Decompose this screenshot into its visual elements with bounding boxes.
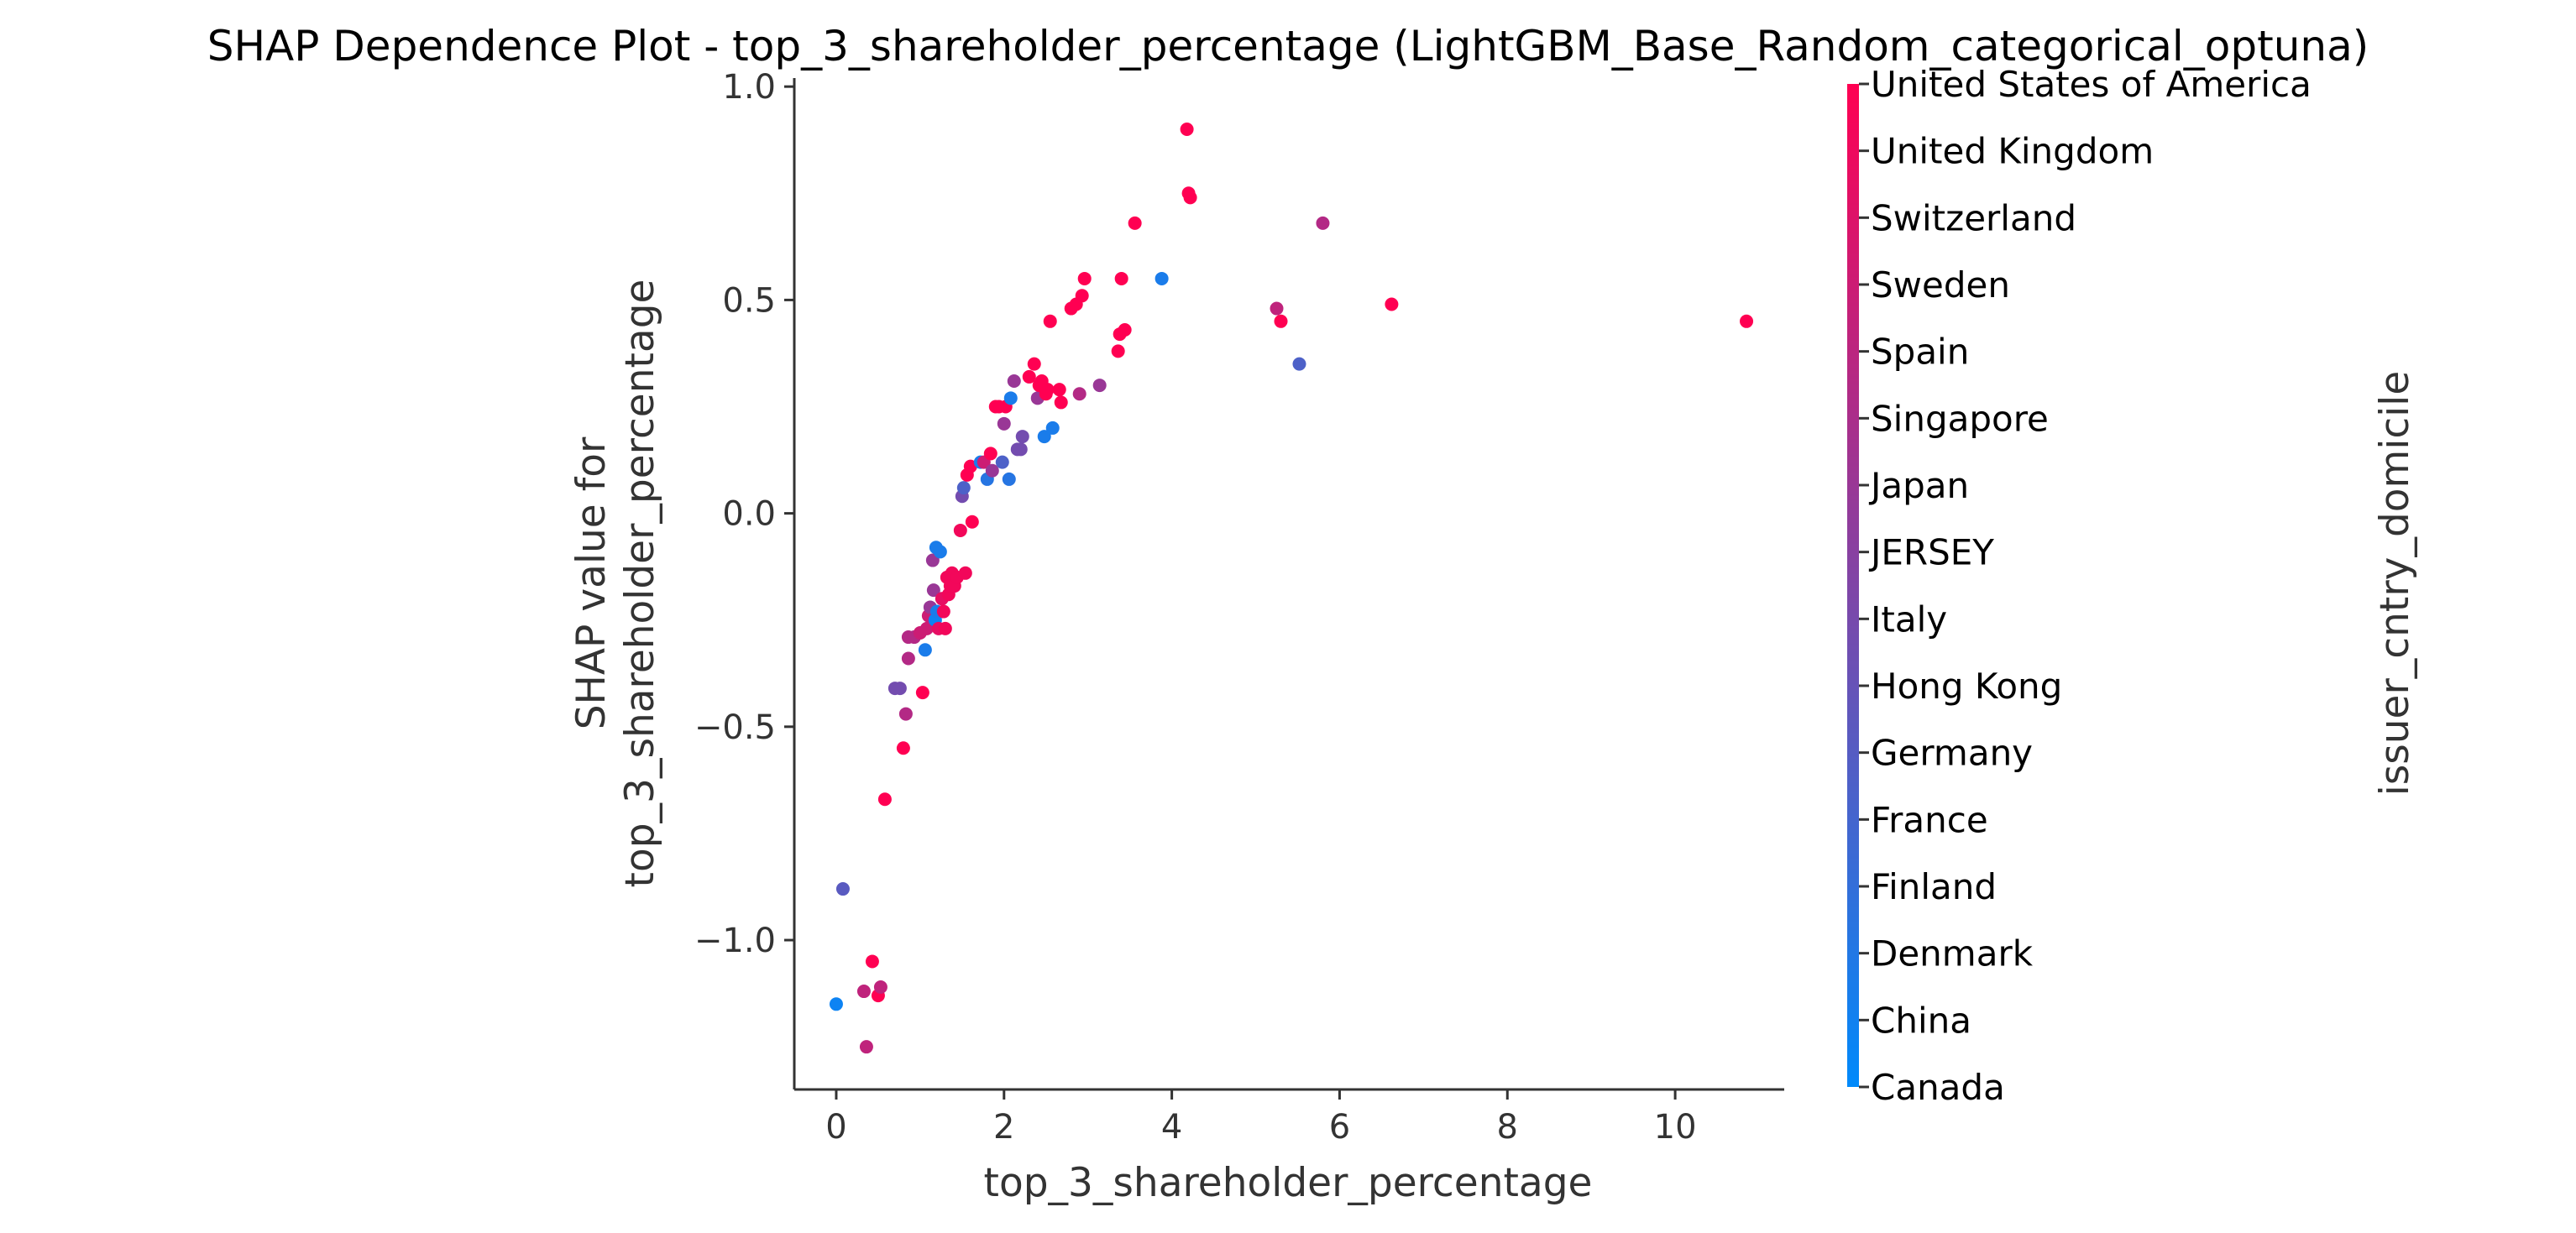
- colorbar-category-label: Sweden: [1871, 264, 2010, 306]
- scatter-point: [873, 980, 887, 994]
- scatter-point: [997, 416, 1011, 431]
- x-tick-label: 0: [825, 1108, 846, 1147]
- y-tick-label: 0.5: [722, 281, 776, 320]
- scatter-point: [1385, 297, 1399, 311]
- scatter-point: [995, 455, 1009, 469]
- scatter-point: [1270, 301, 1284, 316]
- scatter-point: [1040, 383, 1055, 397]
- scatter-point: [1043, 314, 1057, 328]
- y-tick-label: −1.0: [694, 922, 776, 960]
- scatter-point: [1022, 369, 1036, 384]
- x-axis-label: top_3_shareholder_percentage: [984, 1160, 1593, 1206]
- scatter-point: [1003, 391, 1018, 405]
- scatter-point: [938, 621, 952, 635]
- x-tick-label: 4: [1161, 1108, 1182, 1147]
- y-tick-label: 1.0: [722, 68, 776, 107]
- colorbar-category-label: United States of America: [1871, 64, 2312, 105]
- scatter-point: [1180, 123, 1194, 137]
- scatter-point: [865, 954, 879, 969]
- scatter-point: [1015, 430, 1029, 444]
- scatter-point: [1118, 322, 1132, 337]
- scatter-point: [1111, 344, 1125, 358]
- colorbar-category-label: Italy: [1871, 598, 1947, 640]
- colorbar-category-label: Singapore: [1871, 398, 2049, 439]
- scatter-point: [896, 741, 910, 755]
- y-axis-label-line2: top_3_shareholder_percentage: [617, 280, 663, 888]
- scatter-point: [901, 651, 915, 666]
- colorbar: Canada China Denmark Finland France Germany Ho…: [1847, 64, 2312, 1108]
- scatter-point: [1114, 271, 1128, 285]
- colorbar-ticks: Canada China Denmark Finland France Germany Ho…: [1859, 64, 2312, 1108]
- scatter-point: [1013, 442, 1028, 457]
- scatter-point: [877, 792, 892, 807]
- scatter-points: [829, 123, 1754, 1054]
- scatter-point: [893, 682, 907, 696]
- colorbar-category-label: JERSEY: [1868, 532, 1994, 573]
- chart-title: SHAP Dependence Plot - top_3_shareholder…: [207, 22, 2369, 71]
- scatter-point: [956, 481, 971, 495]
- scatter-point: [859, 1040, 873, 1054]
- y-tick-label: 0.0: [722, 495, 776, 534]
- x-tick-label: 8: [1497, 1108, 1518, 1147]
- scatter-point: [1045, 421, 1060, 435]
- scatter-point: [1002, 472, 1016, 486]
- scatter-point: [829, 997, 843, 1011]
- x-tick-label: 2: [993, 1108, 1014, 1147]
- scatter-point: [936, 604, 950, 619]
- scatter-point: [1316, 216, 1330, 230]
- scatter-point: [1027, 357, 1041, 371]
- scatter-point: [1072, 387, 1086, 401]
- scatter-point: [958, 566, 972, 580]
- scatter-point: [1740, 314, 1754, 328]
- colorbar-category-label: Switzerland: [1871, 197, 2076, 238]
- scatter-point: [898, 707, 913, 721]
- scatter-point: [1128, 216, 1142, 230]
- scatter-point: [918, 643, 932, 657]
- scatter-point: [856, 985, 871, 999]
- scatter-point: [926, 583, 940, 598]
- y-tick-label: −0.5: [694, 708, 776, 747]
- scatter-point: [1007, 374, 1021, 388]
- colorbar-category-label: China: [1871, 1000, 1971, 1041]
- x-tick-label: 10: [1654, 1108, 1697, 1147]
- colorbar-category-label: Finland: [1871, 866, 1997, 907]
- scatter-point: [1274, 314, 1288, 328]
- scatter-point: [985, 463, 999, 478]
- x-ticks: 0 2 4 6 8 10: [825, 1089, 1697, 1147]
- colorbar-category-label: Japan: [1868, 465, 1969, 506]
- colorbar-category-label: Spain: [1871, 332, 1969, 373]
- x-tick-label: 6: [1329, 1108, 1350, 1147]
- scatter-point: [915, 686, 929, 700]
- colorbar-category-label: Germany: [1871, 733, 2033, 774]
- y-ticks: 1.0 0.5 0.0 −0.5 −1.0: [694, 68, 794, 960]
- scatter-point: [933, 545, 947, 559]
- scatter-point: [965, 515, 979, 529]
- plot-area: 0 2 4 6 8 10 1.0 0.5 0.0 −0.5 −1.0: [694, 68, 1784, 1147]
- scatter-point: [1183, 191, 1197, 205]
- scatter-point: [1037, 430, 1051, 444]
- scatter-point: [835, 882, 850, 896]
- scatter-point: [1052, 383, 1066, 397]
- scatter-point: [983, 447, 997, 461]
- colorbar-category-label: France: [1871, 799, 1988, 840]
- y-axis-label-line1: SHAP value for: [568, 436, 615, 729]
- scatter-point: [1077, 271, 1092, 285]
- colorbar-category-label: United Kingdom: [1871, 131, 2154, 172]
- scatter-point: [953, 523, 967, 537]
- colorbar-gradient: [1847, 84, 1859, 1087]
- colorbar-category-label: Hong Kong: [1871, 666, 2062, 707]
- colorbar-label: issuer_cntry_domicile: [2372, 371, 2418, 797]
- colorbar-category-label: Canada: [1871, 1067, 2005, 1108]
- scatter-point: [1075, 289, 1089, 303]
- scatter-point: [1292, 357, 1306, 371]
- y-axis-label: SHAP value for top_3_shareholder_percent…: [568, 280, 663, 888]
- scatter-point: [919, 621, 934, 635]
- scatter-point: [1054, 395, 1068, 410]
- scatter-point: [1092, 379, 1107, 393]
- scatter-point: [963, 459, 977, 473]
- scatter-point: [1154, 271, 1169, 285]
- colorbar-category-label: Denmark: [1871, 933, 2034, 974]
